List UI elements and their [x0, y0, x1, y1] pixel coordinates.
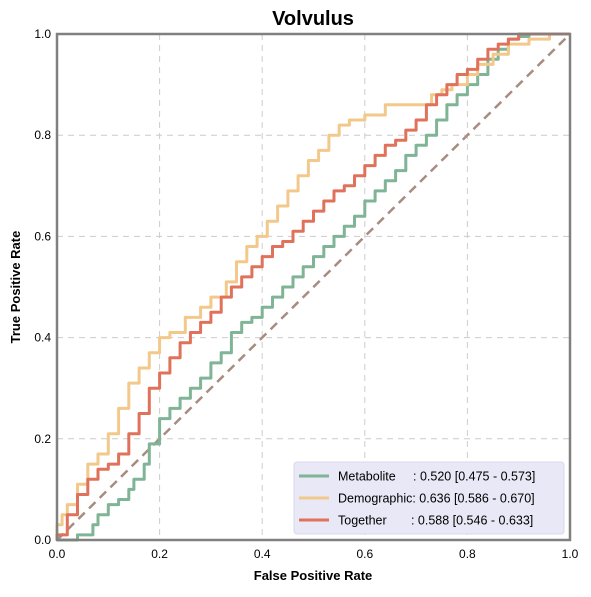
x-axis-label: False Positive Rate	[254, 568, 373, 583]
y-axis-label: True Positive Rate	[8, 231, 23, 344]
x-tick-label: 1.0	[562, 547, 579, 561]
legend: Metabolite : 0.520 [0.475 - 0.573] Demogr…	[294, 462, 564, 534]
y-tick-label: 0.2	[34, 432, 51, 446]
y-tick-label: 0.0	[34, 533, 51, 547]
y-tick-label: 0.4	[34, 331, 51, 345]
legend-entry: Metabolite : 0.520 [0.475 - 0.573]	[338, 470, 535, 484]
x-tick-label: 0.2	[151, 547, 168, 561]
chart-title: Volvulus	[272, 8, 354, 30]
x-tick-label: 0.6	[356, 547, 373, 561]
legend-entry: Together : 0.588 [0.546 - 0.633]	[338, 514, 533, 528]
x-tick-label: 0.8	[459, 547, 476, 561]
legend-entry: Demographic: 0.636 [0.586 - 0.670]	[338, 492, 535, 506]
y-tick-label: 1.0	[34, 27, 51, 41]
x-tick-label: 0.4	[254, 547, 271, 561]
y-tick-label: 0.8	[34, 128, 51, 142]
y-tick-label: 0.6	[34, 229, 51, 243]
x-tick-label: 0.0	[49, 547, 66, 561]
